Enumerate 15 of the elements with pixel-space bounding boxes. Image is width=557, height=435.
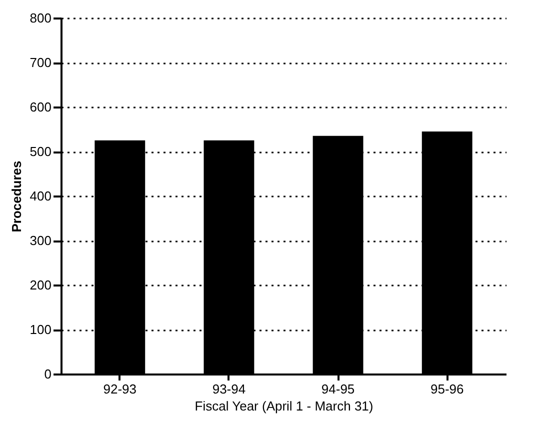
y-tick-label: 600 <box>30 100 52 114</box>
y-tick-label: 700 <box>30 55 52 70</box>
y-axis-title: Procedures <box>8 160 24 232</box>
x-tick-label: 95-96 <box>430 382 464 396</box>
x-tick-label: 93-94 <box>212 382 246 396</box>
y-tick-label: 0 <box>44 366 52 382</box>
x-tick-label: 94-95 <box>321 382 355 396</box>
y-tick-label: 500 <box>30 144 52 159</box>
y-tick-label: 100 <box>30 322 52 337</box>
y-tick-label: 800 <box>30 10 52 26</box>
y-tick-label: 200 <box>30 278 52 292</box>
y-tick-label: 300 <box>30 233 52 248</box>
x-axis-title: Fiscal Year (April 1 - March 31) <box>194 398 374 414</box>
x-tick-label: 92-93 <box>103 382 137 396</box>
y-tick-label: 400 <box>30 188 52 204</box>
